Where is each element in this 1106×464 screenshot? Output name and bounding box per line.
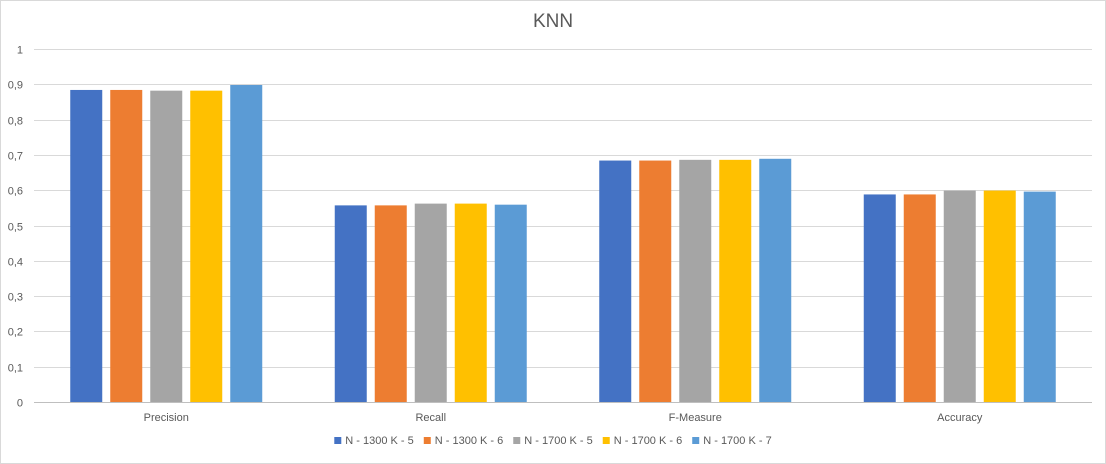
legend-item: N - 1700 K - 5 — [513, 435, 593, 447]
bar-recall-series-5 — [494, 204, 527, 402]
bar-f-measure-series-4 — [719, 159, 752, 402]
bar-precision-series-2 — [110, 89, 143, 402]
legend-swatch — [334, 437, 342, 444]
legend-swatch — [602, 437, 610, 444]
legend-item: N - 1700 K - 7 — [692, 435, 772, 447]
bar-precision-series-4 — [190, 90, 223, 403]
legend-label: N - 1700 K - 7 — [703, 435, 771, 447]
category-labels: Precision Recall F-Measure Accuracy — [144, 412, 983, 424]
y-tick-label: 0,5 — [8, 222, 23, 234]
bar-accuracy-series-4 — [983, 190, 1016, 402]
legend-label: N - 1700 K - 5 — [524, 435, 592, 447]
bar-precision-series-5 — [230, 85, 263, 403]
legend-label: N - 1300 K - 5 — [345, 435, 413, 447]
y-tick-label: 0,3 — [8, 292, 23, 304]
y-tick-label: 0,6 — [8, 186, 23, 198]
bar-recall-series-2 — [374, 205, 407, 402]
category-label: Accuracy — [937, 412, 983, 424]
category-label: Recall — [415, 412, 446, 424]
bar-f-measure-series-1 — [599, 160, 632, 402]
legend-item: N - 1300 K - 6 — [423, 435, 503, 447]
legend-item: N - 1700 K - 6 — [602, 435, 682, 447]
legend-swatch — [692, 437, 700, 444]
bar-precision-series-3 — [150, 90, 183, 403]
y-tick-label: 0 — [17, 398, 23, 410]
y-tick-label: 0,7 — [8, 151, 23, 163]
bar-precision-series-1 — [70, 89, 103, 402]
bar-recall-series-1 — [334, 205, 367, 402]
y-tick-label: 0,4 — [8, 257, 23, 269]
legend-swatch — [423, 437, 431, 444]
y-tick-label: 0,9 — [8, 80, 23, 92]
y-tick-label: 1 — [17, 45, 23, 57]
bar-f-measure-series-2 — [639, 160, 672, 402]
bar-accuracy-series-5 — [1023, 191, 1056, 402]
bar-accuracy-series-3 — [943, 190, 976, 402]
y-tick-label: 0,1 — [8, 363, 23, 375]
chart-title: KNN — [533, 11, 573, 32]
legend-item: N - 1300 K - 5 — [334, 435, 414, 447]
legend-label: N - 1300 K - 6 — [435, 435, 503, 447]
bar-f-measure-series-3 — [679, 159, 712, 402]
y-axis-ticks: 0 0,1 0,2 0,3 0,4 0,5 0,6 0,7 0,8 0,9 1 — [8, 45, 23, 410]
legend-swatch — [513, 437, 521, 444]
bar-recall-series-4 — [454, 203, 487, 402]
legend: N - 1300 K - 5 N - 1300 K - 6 N - 1700 K -… — [334, 435, 772, 447]
y-tick-label: 0,2 — [8, 327, 23, 339]
bar-recall-series-3 — [414, 203, 447, 402]
bar-f-measure-series-5 — [759, 158, 792, 402]
bars — [70, 85, 1056, 403]
bar-accuracy-series-2 — [903, 194, 936, 402]
bar-accuracy-series-1 — [863, 194, 896, 402]
legend-label: N - 1700 K - 6 — [614, 435, 682, 447]
category-label: Precision — [144, 412, 189, 424]
category-label: F-Measure — [669, 412, 722, 424]
y-tick-label: 0,8 — [8, 116, 23, 128]
